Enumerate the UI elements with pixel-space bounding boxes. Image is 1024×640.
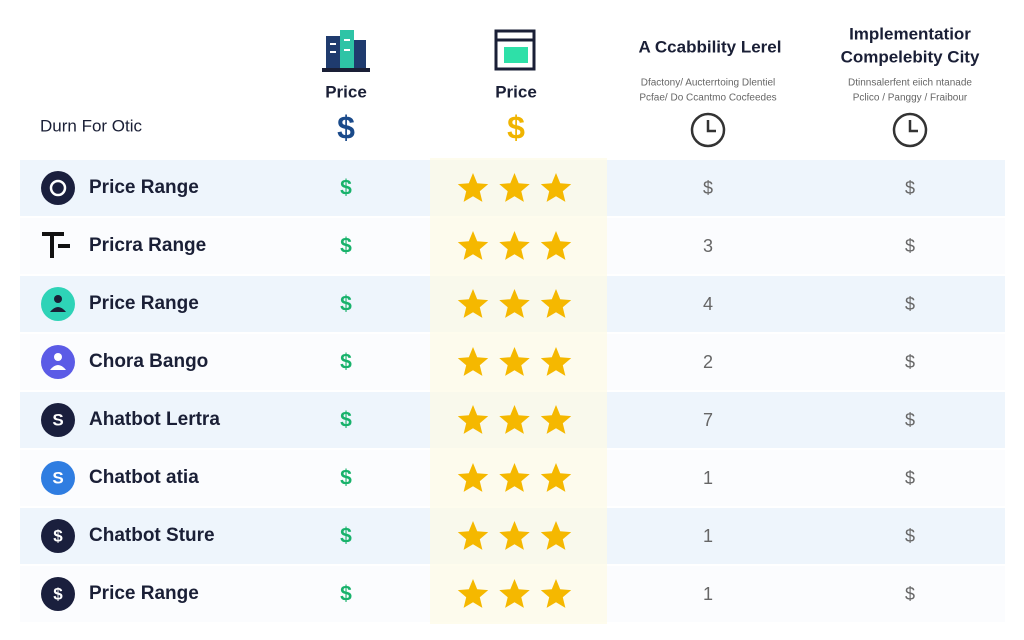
rating-star [499, 173, 530, 202]
rating-star [540, 173, 572, 202]
rating-star [457, 289, 489, 318]
rating-star [457, 521, 489, 550]
column-title: A Ccabbility Lerel [639, 37, 782, 56]
column-title: Implementatior [849, 24, 971, 43]
rating-star [540, 521, 572, 550]
row-name: Chatbot Sture [89, 525, 215, 546]
column-title: Price [495, 82, 537, 101]
building-icon [322, 30, 370, 72]
row-level: $ [703, 178, 713, 198]
row-icon [41, 577, 75, 611]
row-price: $ [340, 467, 352, 490]
rating-star [499, 463, 530, 492]
row-price: $ [340, 525, 352, 548]
rating-star [499, 405, 530, 434]
column-subtitle: Pclico / Panggy / Fraibour [853, 93, 968, 104]
row-complexity: $ [905, 352, 915, 372]
price-symbol: $ [507, 109, 525, 145]
rating-star [499, 579, 530, 608]
row-level: 1 [703, 468, 713, 488]
row-name: Chatbot atia [89, 467, 199, 488]
row-complexity: $ [905, 236, 915, 256]
row-icon-glyph: S [52, 410, 63, 429]
row-name: Chora Bango [89, 351, 208, 372]
window-icon [494, 29, 536, 71]
row-price: $ [340, 177, 352, 200]
row-icon-glyph: $ [53, 584, 63, 603]
rating-star [540, 347, 572, 376]
row-icon [41, 403, 75, 437]
column-title: Compelebity City [841, 47, 980, 66]
row-complexity: $ [905, 468, 915, 488]
rating-star [499, 521, 530, 550]
row-icon [41, 345, 75, 379]
row-name: Pricra Range [89, 235, 206, 256]
column-subtitle: Dtinnsalerfent eiich ntanade [848, 78, 972, 89]
row-level: 3 [703, 236, 713, 256]
rating-column-tint [430, 158, 607, 624]
column-title: Price [325, 82, 367, 101]
row-complexity: $ [905, 294, 915, 314]
row-price: $ [340, 583, 352, 606]
row-complexity: $ [905, 526, 915, 546]
price-symbol: $ [337, 109, 355, 145]
row-icon-glyph: S [52, 468, 63, 487]
corner-label: Durn For Otic [40, 116, 143, 135]
column-subtitle: Pcfae/ Do Ccantmo Cocfeedes [639, 93, 776, 104]
row-name: Price Range [89, 583, 199, 604]
rating-star [499, 347, 530, 376]
row-complexity: $ [905, 584, 915, 604]
row-name: Ahatbot Lertra [89, 409, 220, 430]
row-level: 7 [703, 410, 713, 430]
rating-star [540, 579, 572, 608]
row-price: $ [340, 235, 352, 258]
clock-icon [690, 112, 928, 148]
rating-star [457, 463, 489, 492]
row-complexity: $ [905, 410, 915, 430]
rating-star [540, 463, 572, 492]
rating-star [540, 405, 572, 434]
rating-star [540, 289, 572, 318]
rating-star [457, 173, 489, 202]
row-level: 1 [703, 526, 713, 546]
row-price: $ [340, 409, 352, 432]
row-icon-glyph: $ [53, 526, 63, 545]
rating-star [457, 231, 489, 260]
row-complexity: $ [905, 178, 915, 198]
row-icon [41, 287, 75, 321]
row-icon [41, 519, 75, 553]
rating-star [499, 231, 530, 260]
column-subtitle: Dfactony/ Aucterrtoing Dlentiel [641, 78, 776, 89]
row-level: 4 [703, 294, 713, 314]
rating-star [457, 405, 489, 434]
row-level: 1 [703, 584, 713, 604]
row-name: Price Range [89, 177, 199, 198]
row-icon [42, 232, 70, 258]
rating-star [499, 289, 530, 318]
row-level: 2 [703, 352, 713, 372]
rating-star [457, 347, 489, 376]
row-name: Price Range [89, 293, 199, 314]
row-price: $ [340, 351, 352, 374]
rating-star [540, 231, 572, 260]
row-icon [41, 171, 75, 205]
row-price: $ [340, 293, 352, 316]
row-icon [41, 461, 75, 495]
rating-star [457, 579, 489, 608]
